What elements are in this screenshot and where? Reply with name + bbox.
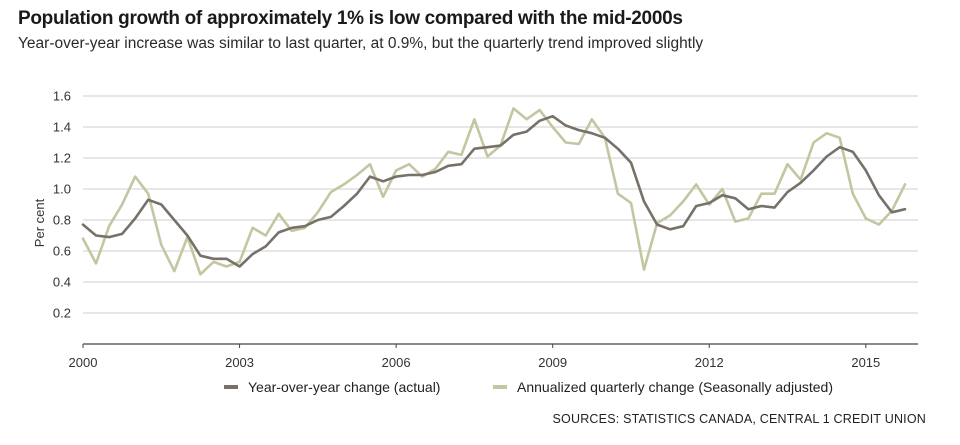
legend-swatch-yoy	[224, 385, 238, 389]
y-tick-label-0.4: 0.4	[53, 275, 71, 290]
y-axis-label: Per cent	[32, 198, 47, 247]
chart-title: Population growth of approximately 1% is…	[18, 8, 683, 29]
legend-item-quarterly: Annualized quarterly change (Seasonally …	[493, 379, 833, 395]
chart-subtitle: Year-over-year increase was similar to l…	[18, 35, 704, 52]
x-tick-label-2003: 2003	[225, 355, 254, 370]
x-axis	[82, 343, 918, 348]
y-tick-label-1.2: 1.2	[53, 151, 71, 166]
x-tick-label-2009: 2009	[538, 355, 567, 370]
legend-item-yoy: Year-over-year change (actual)	[224, 379, 440, 395]
series-lines	[81, 107, 907, 276]
x-tick-label-2012: 2012	[695, 355, 724, 370]
x-axis-tick-labels: 2000 2003 2006 2009 2012 2015	[69, 355, 881, 370]
legend-swatch-quarterly	[493, 385, 507, 389]
legend-label-yoy: Year-over-year change (actual)	[248, 379, 441, 395]
y-tick-label-1.4: 1.4	[53, 120, 71, 135]
x-tick-label-2015: 2015	[851, 355, 880, 370]
series-line-yoy	[81, 114, 907, 268]
y-tick-label-1.0: 1.0	[53, 182, 71, 197]
y-tick-label-1.6: 1.6	[53, 89, 71, 104]
gridlines	[83, 95, 918, 314]
y-tick-label-0.2: 0.2	[53, 306, 71, 321]
x-tick-label-2000: 2000	[69, 355, 98, 370]
x-tick-label-2006: 2006	[382, 355, 411, 370]
y-axis-tick-labels: 0.2 0.4 0.6 0.8 1.0 1.2 1.4 1.6	[53, 89, 71, 321]
legend-label-quarterly: Annualized quarterly change (Seasonally …	[517, 379, 833, 395]
series-line-quarterly	[81, 107, 907, 276]
y-tick-label-0.6: 0.6	[53, 244, 71, 259]
y-tick-label-0.8: 0.8	[53, 213, 71, 228]
sources-note: SOURCES: STATISTICS CANADA, CENTRAL 1 CR…	[552, 412, 926, 426]
